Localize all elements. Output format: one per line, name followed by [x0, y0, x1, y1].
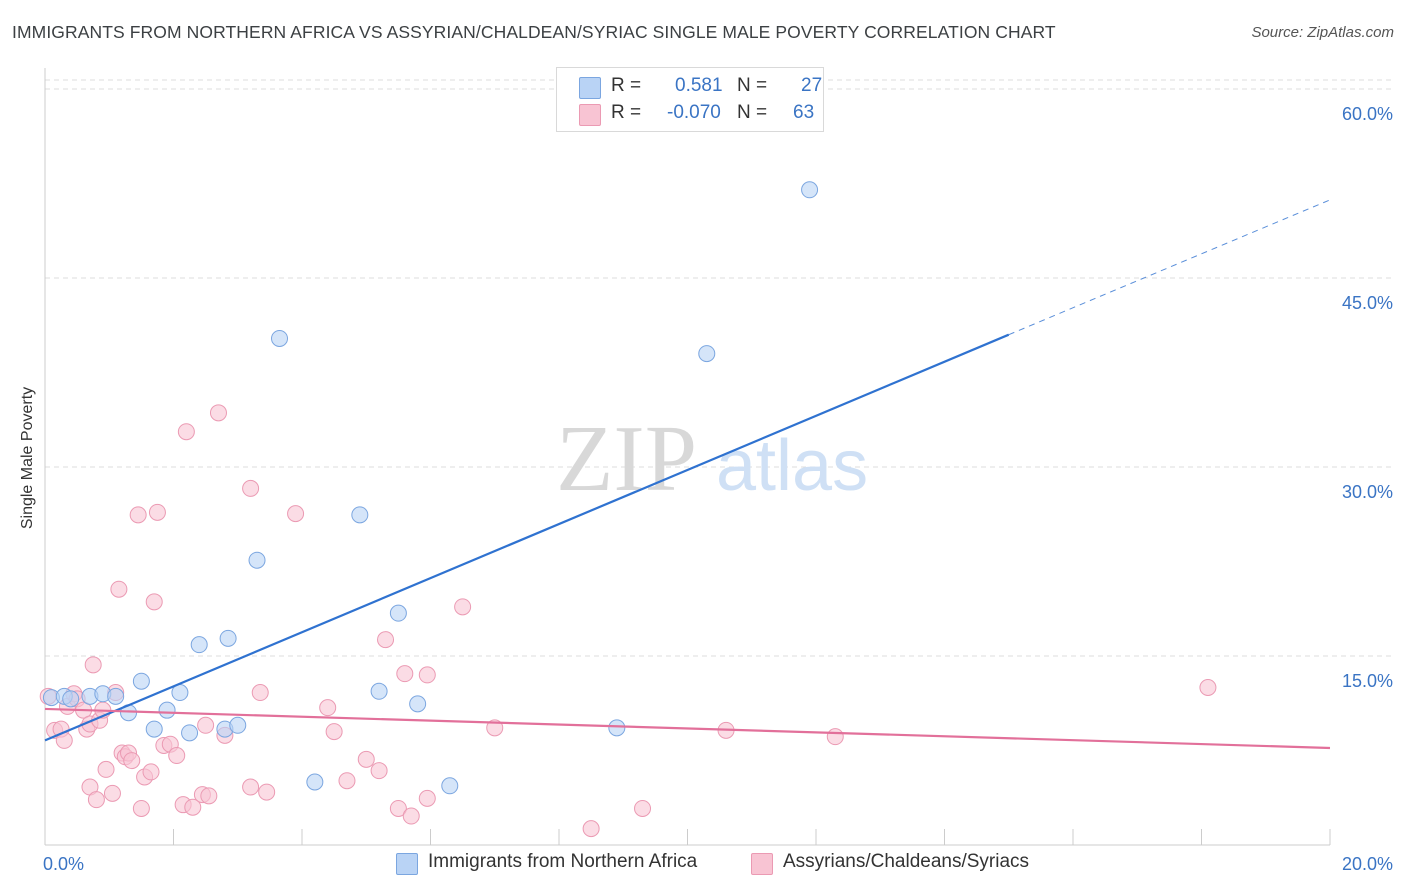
point-assyrians	[634, 799, 652, 817]
point-assyrians	[287, 505, 305, 523]
point-immigrants	[229, 716, 247, 734]
point-assyrians	[389, 799, 407, 817]
point-immigrants	[351, 506, 369, 524]
point-assyrians	[132, 799, 150, 817]
chart-title: IMMIGRANTS FROM NORTHERN AFRICA VS ASSYR…	[12, 22, 1056, 42]
watermark-atlas: atlas	[716, 426, 868, 506]
legend-n-value: 27	[801, 75, 823, 96]
trend-lines	[44, 199, 1331, 750]
point-immigrants	[132, 672, 150, 690]
point-assyrians	[258, 783, 276, 801]
y-tick-label: 60.0%	[1342, 104, 1393, 124]
point-immigrants	[145, 720, 163, 738]
point-assyrians	[396, 665, 414, 683]
y-tick-label: 30.0%	[1342, 482, 1393, 502]
point-assyrians	[486, 719, 504, 737]
tick-labels: 15.0% 30.0% 45.0% 60.0% 0.0% 20.0%	[43, 104, 1393, 874]
point-assyrians	[251, 684, 269, 702]
point-immigrants	[107, 687, 125, 705]
point-immigrants	[248, 551, 266, 569]
x-tick-label-min: 0.0%	[43, 854, 84, 874]
point-assyrians	[200, 787, 218, 805]
point-assyrians	[357, 750, 375, 768]
legend-n-label: N =	[737, 75, 768, 96]
watermark: ZIP atlas	[556, 407, 868, 511]
point-assyrians	[338, 772, 356, 790]
watermark-zip: ZIP	[556, 407, 697, 511]
point-assyrians	[242, 479, 260, 497]
point-immigrants	[219, 629, 237, 647]
legend-r-value: 0.581	[675, 75, 723, 96]
legend-r-label: R =	[611, 75, 642, 96]
point-assyrians	[377, 631, 395, 649]
point-assyrians	[184, 798, 202, 816]
trendline-assyrians	[44, 707, 1331, 750]
point-assyrians	[110, 580, 128, 598]
legend-r-value: -0.070	[667, 102, 721, 123]
point-assyrians	[123, 752, 141, 770]
point-immigrants	[698, 345, 716, 363]
point-assyrians	[148, 503, 166, 521]
point-assyrians	[168, 747, 186, 765]
point-assyrians	[582, 820, 600, 838]
point-assyrians	[177, 423, 195, 441]
trendline-immigrants-extension	[1008, 199, 1331, 336]
point-assyrians	[454, 598, 472, 616]
point-assyrians	[1199, 679, 1217, 696]
point-immigrants	[62, 690, 80, 708]
legend-r-label: R =	[611, 102, 642, 123]
point-immigrants	[801, 181, 819, 199]
source-label: Source: ZipAtlas.com	[1251, 24, 1394, 41]
point-immigrants	[190, 636, 208, 654]
bottom-legend-swatch-pink	[751, 853, 773, 875]
point-immigrants	[389, 604, 407, 622]
point-assyrians	[418, 789, 436, 807]
y-tick-label: 45.0%	[1342, 293, 1393, 313]
bottom-legend-label: Immigrants from Northern Africa	[428, 851, 698, 872]
grid-layer	[45, 79, 1395, 657]
correlation-legend: R = 0.581 N = 27 R = -0.070 N = 63	[556, 67, 824, 132]
point-immigrants	[158, 701, 176, 719]
trendline-immigrants	[44, 333, 1010, 742]
legend-swatch-pink	[579, 104, 601, 126]
point-immigrants	[306, 773, 324, 791]
point-assyrians	[197, 716, 215, 734]
series-immigrants-points	[42, 181, 819, 795]
x-tick-label-max: 20.0%	[1342, 854, 1393, 874]
legend-n-value: 63	[793, 102, 815, 123]
point-assyrians	[370, 762, 388, 780]
point-immigrants	[370, 682, 388, 700]
point-immigrants	[608, 719, 626, 737]
y-tick-label: 15.0%	[1342, 671, 1393, 691]
point-immigrants	[181, 724, 199, 742]
point-immigrants	[409, 695, 427, 713]
point-immigrants	[271, 329, 289, 347]
point-assyrians	[84, 656, 102, 674]
legend-swatch-blue	[579, 77, 601, 99]
point-assyrians	[319, 699, 337, 717]
point-assyrians	[87, 791, 105, 809]
axis-layer	[44, 68, 1331, 846]
point-assyrians	[826, 728, 844, 746]
point-assyrians	[209, 404, 227, 422]
point-assyrians	[325, 723, 343, 741]
point-assyrians	[242, 778, 260, 796]
point-assyrians	[142, 763, 160, 781]
point-assyrians	[103, 784, 121, 802]
point-assyrians	[402, 807, 420, 825]
bottom-legend-swatch-blue	[396, 853, 418, 875]
point-assyrians	[97, 760, 115, 778]
legend-n-label: N =	[737, 102, 768, 123]
bottom-legend-label: Assyrians/Chaldeans/Syriacs	[783, 851, 1030, 872]
point-assyrians	[418, 666, 436, 684]
point-assyrians	[129, 506, 147, 524]
point-assyrians	[145, 593, 163, 611]
point-immigrants	[441, 777, 459, 795]
